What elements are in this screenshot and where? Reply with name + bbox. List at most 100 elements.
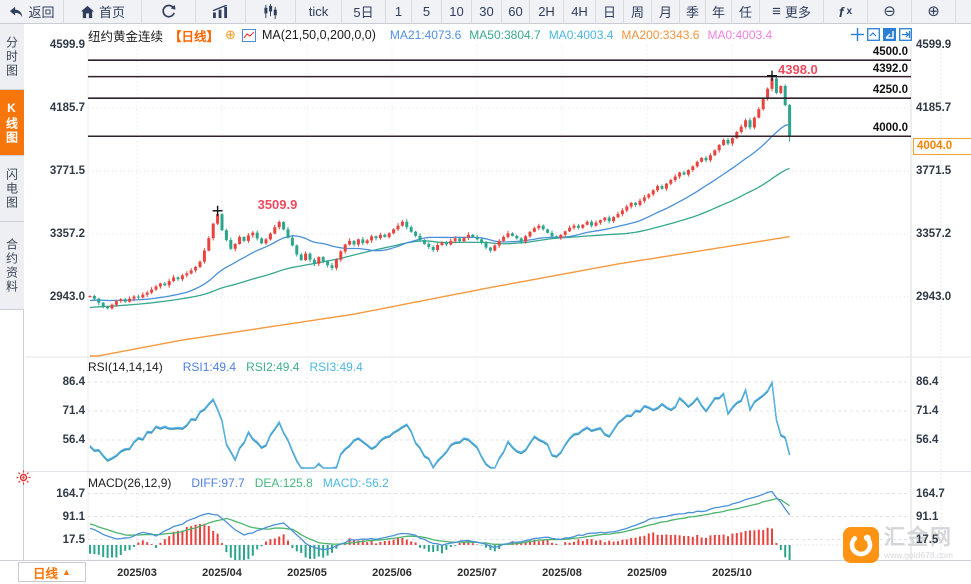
toolbar-item-back[interactable]: 返回 <box>0 0 64 23</box>
month-label-6: 2025/09 <box>627 567 667 579</box>
site-watermark: 汇金网 www.gold678.com <box>843 527 953 563</box>
toolbar-label-5m: 5 <box>422 4 431 19</box>
toolbar-item-quarter[interactable]: 季 <box>680 0 706 23</box>
month-label-1: 2025/04 <box>202 567 242 579</box>
toolbar-item-tick[interactable]: tick <box>296 0 342 23</box>
sidebar-tab-contract-info[interactable]: 合约资料 <box>0 222 24 310</box>
period-selector[interactable]: 日线 ▲ <box>18 562 86 582</box>
caret-up-icon: ▲ <box>62 567 71 577</box>
ma-values: MA21:4073.6 MA50:3804.7 MA0:4003.4 MA200:33… <box>382 28 772 42</box>
chart-header: 纽约黄金连续 【日线】 ⊕ MA(21,50,0,200,0,0) MA21:4… <box>88 27 772 44</box>
chart-type-sidebar: 分时图 K线图 闪电图 合约资料 <box>0 24 24 584</box>
rsi-value-0: RSI1:49.4 <box>182 360 237 374</box>
chart-type-icon[interactable] <box>241 28 256 42</box>
macd-formula: MACD(26,12,9) <box>88 476 172 490</box>
rsi-value-1: RSI2:49.4 <box>246 360 300 374</box>
month-label-3: 2025/06 <box>372 567 412 579</box>
sidebar-tab-kline-chart[interactable]: K线图 <box>0 90 24 156</box>
month-label-2: 2025/05 <box>287 567 327 579</box>
macd-pane-title: MACD(26,12,9) DIFF:97.7 DEA:125.8 MACD:-56.… <box>88 476 389 490</box>
toolbar-item-week[interactable]: 周 <box>624 0 652 23</box>
rsi-tick-left-0: 86.4 <box>62 376 85 388</box>
price-level-label-3: 4000.0 <box>872 122 908 135</box>
toolbar-label-60m: 60 <box>508 4 523 19</box>
price-level-label-1: 4392.0 <box>872 62 908 75</box>
sidebar-tab-lightning-chart[interactable]: 闪电图 <box>0 156 24 222</box>
pan-left-icon[interactable] <box>883 28 896 41</box>
price-annotation-1: 4398.0 <box>778 61 818 77</box>
macd-tick-left-2: 17.5 <box>62 533 85 546</box>
macd-tick-left-1: 91.1 <box>62 510 85 523</box>
ma-value-3: MA200:3343.6 <box>621 28 700 42</box>
rsi-value-2: RSI3:49.4 <box>309 360 363 374</box>
indicator-settings-icon[interactable] <box>16 470 31 485</box>
toolbar-label-quarter: 季 <box>685 5 699 20</box>
sidebar-tab-time-chart[interactable]: 分时图 <box>0 24 24 90</box>
watermark-title: 汇金网 <box>884 526 953 549</box>
toolbar-item-4h[interactable]: 4H <box>564 0 596 23</box>
time-axis: 2025/03 2025/04 2025/05 2025/06 2025/07 2025/… <box>0 560 971 584</box>
price-tick-right-4: 2943.0 <box>916 291 952 303</box>
toolbar-label-10m: 10 <box>449 4 464 19</box>
price-tick-left-1: 4185.7 <box>49 101 85 114</box>
ma-formula: MA(21,50,0,200,0,0) <box>261 28 376 42</box>
toolbar-item-custom[interactable]: 任 <box>732 0 760 23</box>
zoom-reset-icon[interactable] <box>867 28 880 41</box>
toolbar-label-home: 首页 <box>98 5 125 20</box>
macd-tick-left-0: 164.7 <box>56 487 85 500</box>
macd-tick-right-0: 164.7 <box>916 487 945 500</box>
month-label-7: 2025/10 <box>712 567 752 579</box>
toolbar-item-zoom-in[interactable]: ⊕ <box>912 0 956 23</box>
crosshair-icon[interactable] <box>851 28 864 41</box>
ma-value-2: MA0:4003.4 <box>548 28 614 42</box>
brand-logo-icon <box>843 527 879 563</box>
price-tick-right-3: 3357.2 <box>916 228 952 240</box>
toolbar-label-30m: 30 <box>479 4 494 19</box>
rsi-pane-title: RSI(14,14,14) RSI1:49.4 RSI2:49.4 RSI3:49.4 <box>88 360 363 374</box>
toolbar-item-area-chart[interactable] <box>196 0 246 23</box>
price-tick-left-2: 3771.5 <box>49 164 85 177</box>
toolbar-item-year[interactable]: 年 <box>706 0 732 23</box>
toolbar-label-1m: 1 <box>394 4 403 19</box>
ma-value-0: MA21:4073.6 <box>389 28 462 42</box>
toolbar-item-refresh[interactable] <box>142 0 196 23</box>
pan-right-icon[interactable] <box>899 28 912 41</box>
toolbar-label-day: 日 <box>602 5 616 20</box>
price-tick-right-1: 4185.7 <box>916 101 952 114</box>
toolbar-label-4h: 4H <box>571 4 588 19</box>
period-selector-label: 日线 <box>33 566 59 581</box>
add-indicator-icon[interactable]: ⊕ <box>225 27 236 42</box>
toolbar-item-30m[interactable]: 30 <box>472 0 502 23</box>
toolbar-item-2h[interactable]: 2H <box>530 0 564 23</box>
toolbar-item-day[interactable]: 日 <box>596 0 624 23</box>
toolbar-item-1m[interactable]: 1 <box>386 0 412 23</box>
price-tick-left-0: 4599.9 <box>49 39 85 51</box>
toolbar-item-zoom-out[interactable]: ⊖ <box>868 0 912 23</box>
price-level-label-2: 4250.0 <box>872 84 908 97</box>
ma-value-1: MA50:3804.7 <box>469 28 541 42</box>
rsi-formula: RSI(14,14,14) <box>88 360 163 374</box>
period-tag: 【日线】 <box>169 29 220 44</box>
toolbar-item-more[interactable]: ≡ 更多 <box>760 0 824 23</box>
toolbar-item-candlestick[interactable] <box>246 0 296 23</box>
toolbar-label-back: 返回 <box>28 5 55 20</box>
price-tick-right-0: 4599.9 <box>916 39 952 51</box>
toolbar-label-week: 周 <box>630 5 644 20</box>
toolbar-item-5d[interactable]: 5日 <box>342 0 386 23</box>
macd-value-1: DEA:125.8 <box>254 476 313 490</box>
ma-value-4: MA0:4003.4 <box>707 28 773 42</box>
current-price-badge: 4004.0 <box>913 137 971 155</box>
rsi-tick-right-0: 86.4 <box>916 376 939 388</box>
symbol-name: 纽约黄金连续 <box>88 29 164 44</box>
toolbar-item-month[interactable]: 月 <box>652 0 680 23</box>
toolbar-item-60m[interactable]: 60 <box>502 0 530 23</box>
price-tick-left-3: 3357.2 <box>49 228 85 240</box>
toolbar-item-10m[interactable]: 10 <box>442 0 472 23</box>
macd-values: DIFF:97.7 DEA:125.8 MACD:-56.2 <box>181 476 388 490</box>
toolbar-label-5d: 5日 <box>353 5 374 20</box>
toolbar-item-5m[interactable]: 5 <box>412 0 442 23</box>
toolbar-item-home[interactable]: 首页 <box>64 0 142 23</box>
macd-tick-right-1: 91.1 <box>916 510 939 523</box>
rsi-tick-left-2: 56.4 <box>62 434 85 446</box>
